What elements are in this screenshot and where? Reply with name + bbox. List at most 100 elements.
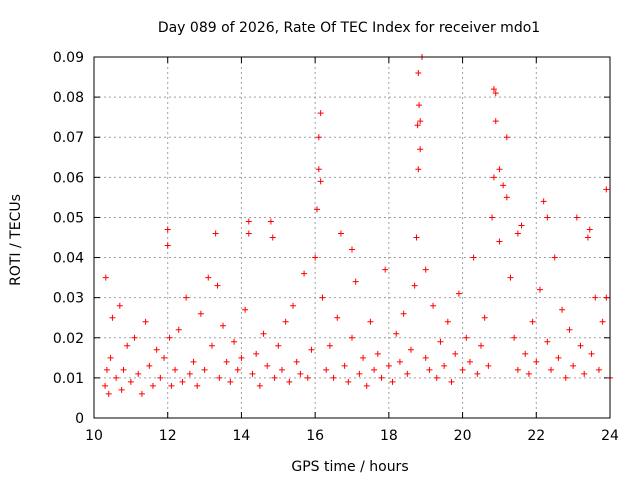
data-point	[356, 370, 363, 377]
data-point	[301, 270, 308, 277]
y-tick-label: 0.06	[53, 170, 84, 186]
data-point	[492, 90, 499, 97]
x-tick-label: 24	[601, 428, 619, 444]
data-point	[437, 338, 444, 345]
data-point	[385, 362, 392, 369]
data-point	[555, 354, 562, 361]
data-point	[581, 370, 588, 377]
data-point	[430, 302, 437, 309]
data-point	[414, 122, 421, 129]
data-point	[208, 342, 215, 349]
data-point	[349, 334, 355, 341]
data-point	[459, 366, 466, 373]
data-point	[166, 334, 173, 341]
data-point	[227, 378, 234, 385]
data-point	[326, 342, 333, 349]
y-tick-label: 0	[75, 411, 84, 427]
data-point	[514, 230, 521, 237]
data-point	[341, 362, 348, 369]
data-point	[415, 166, 422, 173]
data-point	[573, 214, 580, 221]
data-point	[559, 306, 566, 313]
data-point	[496, 238, 503, 245]
data-point	[124, 342, 131, 349]
x-tick-label: 22	[527, 428, 545, 444]
data-point	[444, 318, 451, 325]
data-points	[102, 54, 613, 397]
data-point	[566, 326, 573, 333]
data-point	[256, 382, 263, 389]
data-point	[116, 302, 123, 309]
data-point	[231, 338, 238, 345]
data-point	[161, 354, 168, 361]
data-point	[352, 278, 359, 285]
data-point	[179, 378, 186, 385]
data-point	[269, 234, 276, 241]
data-point	[415, 70, 422, 77]
data-point	[242, 306, 249, 313]
data-point	[416, 102, 423, 109]
data-point	[441, 362, 448, 369]
data-point	[138, 390, 145, 397]
data-point	[562, 374, 569, 381]
data-point	[466, 358, 473, 365]
y-tick-label: 0.08	[53, 90, 84, 106]
data-point	[223, 358, 230, 365]
x-tick-label: 18	[380, 428, 398, 444]
y-tick-label: 0.02	[53, 331, 84, 347]
y-tick-label: 0.05	[53, 210, 84, 226]
data-point	[214, 282, 221, 289]
data-point	[496, 166, 503, 173]
data-point	[245, 230, 252, 237]
data-point	[525, 370, 532, 377]
data-point	[371, 366, 378, 373]
data-point	[275, 342, 282, 349]
data-point	[514, 366, 521, 373]
data-point	[404, 370, 411, 377]
x-tick-label: 20	[454, 428, 472, 444]
data-point	[127, 378, 134, 385]
data-point	[146, 362, 153, 369]
data-point	[382, 266, 389, 273]
data-point	[422, 354, 429, 361]
data-point	[312, 254, 319, 261]
data-point	[588, 350, 595, 357]
data-point	[511, 334, 518, 341]
data-point	[485, 362, 492, 369]
data-point	[109, 314, 116, 321]
data-point	[492, 118, 499, 125]
data-point	[407, 346, 414, 353]
data-point	[417, 118, 424, 125]
data-point	[345, 378, 352, 385]
data-point	[433, 374, 440, 381]
data-point	[518, 222, 525, 229]
plot-frame	[93, 56, 611, 419]
data-point	[131, 334, 138, 341]
data-point	[570, 362, 577, 369]
data-point	[599, 318, 606, 325]
x-tick-label: 16	[306, 428, 324, 444]
data-point	[586, 226, 593, 233]
y-tick-label: 0.01	[53, 371, 84, 387]
data-point	[253, 350, 260, 357]
data-point	[297, 370, 304, 377]
data-point	[186, 370, 193, 377]
data-point	[378, 374, 385, 381]
data-point	[216, 374, 223, 381]
data-point	[194, 382, 201, 389]
data-point	[544, 338, 551, 345]
x-tick-label: 12	[159, 428, 177, 444]
data-point	[319, 294, 326, 301]
chart-title: Day 089 of 2026, Rate Of TEC Index for r…	[158, 20, 540, 36]
data-point	[102, 274, 109, 281]
data-point	[540, 198, 547, 205]
tick-labels: 10 12 14 16 18 20 22 24 0 0.01 0.02 0.03 0.04 0.05 0.0…	[53, 50, 619, 444]
data-point	[105, 390, 112, 397]
data-point	[603, 186, 610, 193]
data-point	[212, 230, 219, 237]
data-point	[271, 374, 278, 381]
y-tick-label: 0.07	[53, 130, 84, 146]
data-point	[544, 214, 551, 221]
data-point	[317, 178, 324, 185]
